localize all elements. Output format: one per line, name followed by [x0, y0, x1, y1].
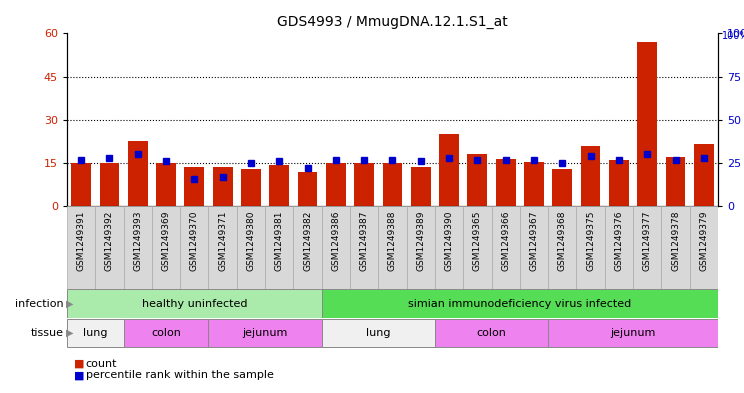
Text: jejunum: jejunum — [610, 328, 655, 338]
Bar — [605, 206, 633, 289]
Bar — [265, 206, 293, 289]
Bar — [609, 160, 629, 206]
Bar — [156, 163, 176, 206]
Text: count: count — [86, 358, 117, 369]
Bar — [464, 206, 492, 289]
Bar — [293, 206, 321, 289]
Bar — [298, 172, 318, 206]
Bar — [520, 206, 548, 289]
Bar — [321, 319, 435, 347]
Text: GSM1249382: GSM1249382 — [303, 211, 312, 271]
Bar — [100, 163, 119, 206]
Bar — [407, 206, 435, 289]
Text: infection: infection — [15, 299, 63, 309]
Text: GSM1249386: GSM1249386 — [331, 211, 340, 271]
Bar — [580, 146, 600, 206]
Bar — [633, 206, 661, 289]
Bar — [185, 167, 205, 206]
Text: GSM1249392: GSM1249392 — [105, 211, 114, 271]
Text: simian immunodeficiency virus infected: simian immunodeficiency virus infected — [408, 299, 632, 309]
Text: 100%: 100% — [722, 31, 744, 41]
Bar — [67, 289, 321, 318]
Text: GSM1249381: GSM1249381 — [275, 211, 283, 271]
Bar — [269, 165, 289, 206]
Text: GSM1249375: GSM1249375 — [586, 211, 595, 271]
Text: GSM1249389: GSM1249389 — [416, 211, 426, 271]
Bar — [382, 163, 403, 206]
Bar — [552, 169, 572, 206]
Text: lung: lung — [366, 328, 391, 338]
Text: GSM1249366: GSM1249366 — [501, 211, 510, 271]
Bar — [661, 206, 690, 289]
Text: lung: lung — [83, 328, 108, 338]
Bar — [666, 157, 685, 206]
Bar — [326, 163, 346, 206]
Bar — [435, 319, 548, 347]
Bar — [208, 319, 321, 347]
Text: GSM1249378: GSM1249378 — [671, 211, 680, 271]
Bar — [548, 319, 718, 347]
Text: GSM1249377: GSM1249377 — [643, 211, 652, 271]
Bar — [435, 206, 464, 289]
Text: GSM1249387: GSM1249387 — [359, 211, 369, 271]
Text: colon: colon — [477, 328, 507, 338]
Text: tissue: tissue — [31, 328, 63, 338]
Bar — [638, 42, 657, 206]
Text: GSM1249388: GSM1249388 — [388, 211, 397, 271]
Bar — [350, 206, 378, 289]
Text: GSM1249370: GSM1249370 — [190, 211, 199, 271]
Bar — [152, 206, 180, 289]
Text: GSM1249371: GSM1249371 — [218, 211, 227, 271]
Bar — [321, 206, 350, 289]
Text: ■: ■ — [74, 358, 85, 369]
Text: GSM1249380: GSM1249380 — [246, 211, 255, 271]
Text: percentile rank within the sample: percentile rank within the sample — [86, 370, 274, 380]
Bar — [67, 319, 124, 347]
Text: GSM1249365: GSM1249365 — [473, 211, 482, 271]
Text: colon: colon — [151, 328, 181, 338]
Bar — [439, 134, 459, 206]
Bar — [124, 206, 152, 289]
Text: GSM1249367: GSM1249367 — [530, 211, 539, 271]
Bar — [524, 162, 544, 206]
Text: GSM1249369: GSM1249369 — [161, 211, 170, 271]
Bar — [71, 163, 91, 206]
Text: GSM1249390: GSM1249390 — [445, 211, 454, 271]
Text: GSM1249368: GSM1249368 — [558, 211, 567, 271]
Bar — [180, 206, 208, 289]
Bar — [124, 319, 208, 347]
Bar — [694, 144, 713, 206]
Bar — [213, 167, 233, 206]
Bar — [208, 206, 237, 289]
Bar — [492, 206, 520, 289]
Bar — [237, 206, 265, 289]
Bar — [411, 167, 431, 206]
Text: GSM1249393: GSM1249393 — [133, 211, 142, 271]
Text: GSM1249379: GSM1249379 — [699, 211, 708, 271]
Bar — [690, 206, 718, 289]
Bar — [67, 206, 95, 289]
Text: ▶: ▶ — [66, 328, 74, 338]
Bar — [241, 169, 261, 206]
Text: GDS4993 / MmugDNA.12.1.S1_at: GDS4993 / MmugDNA.12.1.S1_at — [277, 15, 508, 29]
Text: ▶: ▶ — [66, 299, 74, 309]
Text: GSM1249376: GSM1249376 — [615, 211, 623, 271]
Bar — [467, 154, 487, 206]
Bar — [378, 206, 407, 289]
Bar — [354, 163, 374, 206]
Text: jejunum: jejunum — [243, 328, 288, 338]
Bar — [577, 206, 605, 289]
Bar — [128, 141, 147, 206]
Text: healthy uninfected: healthy uninfected — [141, 299, 247, 309]
Bar — [548, 206, 577, 289]
Text: ■: ■ — [74, 370, 85, 380]
Bar — [321, 289, 718, 318]
Text: GSM1249391: GSM1249391 — [77, 211, 86, 271]
Bar — [496, 159, 516, 206]
Bar — [95, 206, 124, 289]
